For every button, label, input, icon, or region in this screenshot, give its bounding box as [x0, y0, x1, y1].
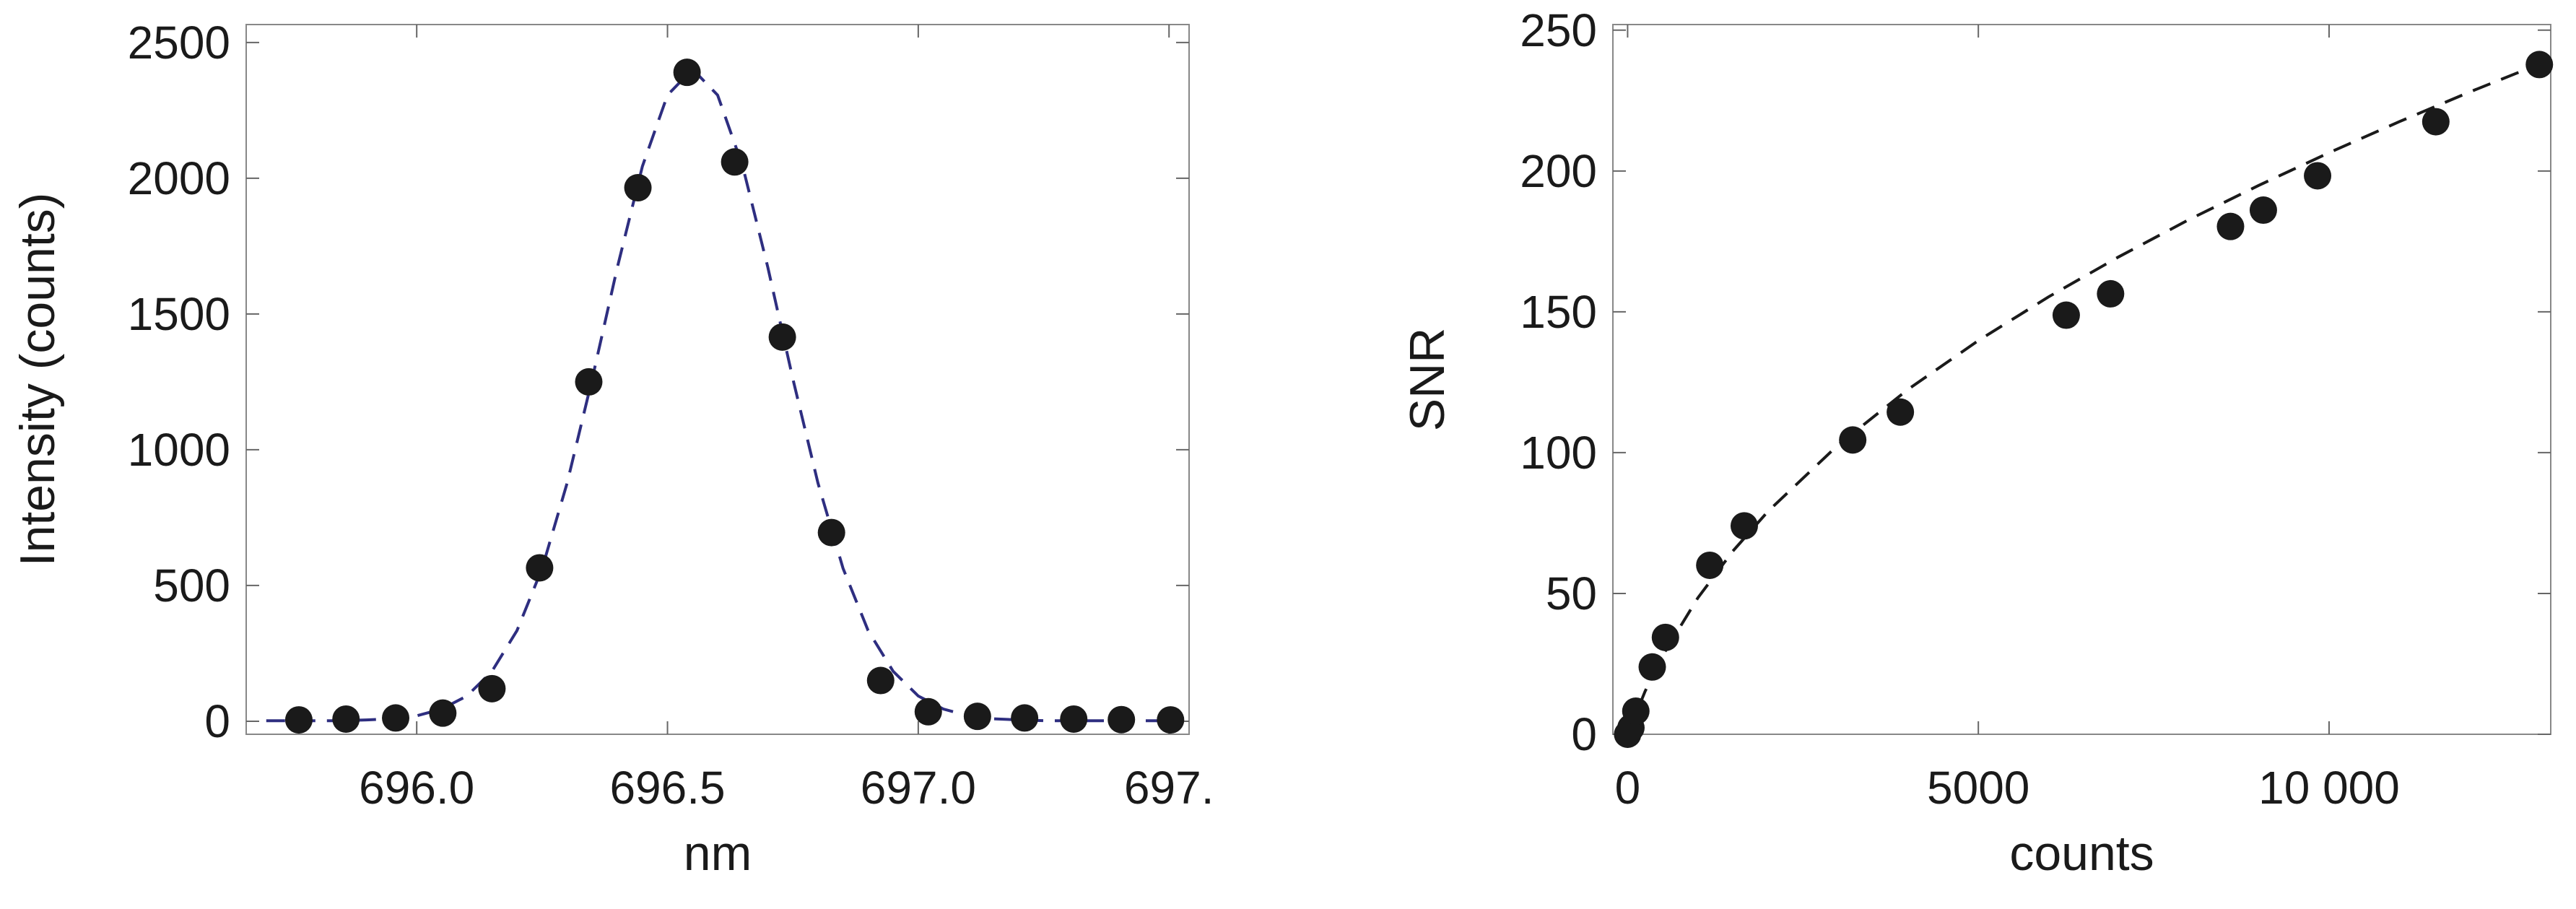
data-point: [673, 58, 701, 87]
y-tick-label: 200: [1520, 145, 1597, 197]
fit-line: [1626, 62, 2541, 735]
y-tick-label: 50: [1546, 567, 1597, 619]
y-tick-label: 1500: [128, 288, 230, 340]
y-tick-label: 1000: [128, 424, 230, 476]
data-point: [2421, 108, 2450, 136]
data-point: [768, 323, 796, 351]
data-point: [1060, 705, 1088, 733]
data-point: [914, 697, 942, 726]
data-point: [1730, 512, 1758, 540]
x-tick-label: 697.0: [861, 762, 976, 814]
data-point: [478, 674, 506, 703]
x-tick-label: 696.5: [609, 762, 725, 814]
plot-frame: [245, 24, 1190, 735]
data-point: [575, 367, 603, 396]
data-point: [2249, 196, 2277, 225]
data-point: [382, 704, 410, 732]
data-point: [866, 666, 895, 695]
y-tick-label: 500: [153, 560, 230, 612]
data-point: [1157, 706, 1185, 734]
data-point: [624, 174, 652, 202]
data-point: [429, 699, 457, 727]
data-point: [2304, 162, 2332, 190]
y-tick-label: 2500: [128, 17, 230, 69]
y-tick-label: 0: [204, 695, 230, 747]
data-point: [1622, 697, 1650, 726]
data-point: [1108, 705, 1136, 734]
fit-line: [266, 66, 1170, 723]
y-tick-label: 2000: [128, 152, 230, 204]
data-point: [2052, 301, 2080, 329]
x-tick-label: 697.: [1124, 762, 1214, 814]
data-point: [1696, 551, 1724, 579]
x-axis-title: counts: [2009, 826, 2154, 881]
y-axis-title: Intensity (counts): [10, 193, 65, 567]
data-point: [284, 706, 313, 734]
x-tick-label: 10 000: [2258, 762, 2400, 814]
plot: 0 5000 10 000 0 50 100 150 200 250 counts SNR: [1400, 4, 2554, 881]
data-point: [817, 518, 845, 547]
y-tick-label: 100: [1520, 427, 1597, 479]
x-tick-label: 5000: [1927, 762, 2029, 814]
data-point: [1011, 704, 1039, 732]
y-axis-title: SNR: [1400, 328, 1455, 432]
x-tick-label: 0: [1615, 762, 1641, 814]
data-point: [526, 554, 554, 582]
data-point: [1839, 426, 1867, 454]
plot-frame: [1612, 24, 2551, 735]
data-point: [1651, 623, 1679, 651]
data-point: [2216, 212, 2245, 240]
data-point: [1887, 398, 1915, 426]
y-tick-label: 150: [1520, 286, 1597, 338]
x-axis-title: nm: [684, 826, 752, 881]
data-point: [2525, 51, 2554, 79]
data-point: [332, 705, 360, 733]
plot: 696.0 696.5 697.0 697.05001000150020002500n…: [10, 17, 1214, 881]
data-point: [963, 703, 991, 731]
data-point: [1638, 653, 1666, 681]
x-tick-label: 696.0: [359, 762, 474, 814]
data-point: [721, 148, 749, 176]
y-tick-label: 0: [1571, 708, 1597, 760]
y-tick-label: 250: [1520, 4, 1597, 56]
data-point: [2097, 279, 2125, 308]
